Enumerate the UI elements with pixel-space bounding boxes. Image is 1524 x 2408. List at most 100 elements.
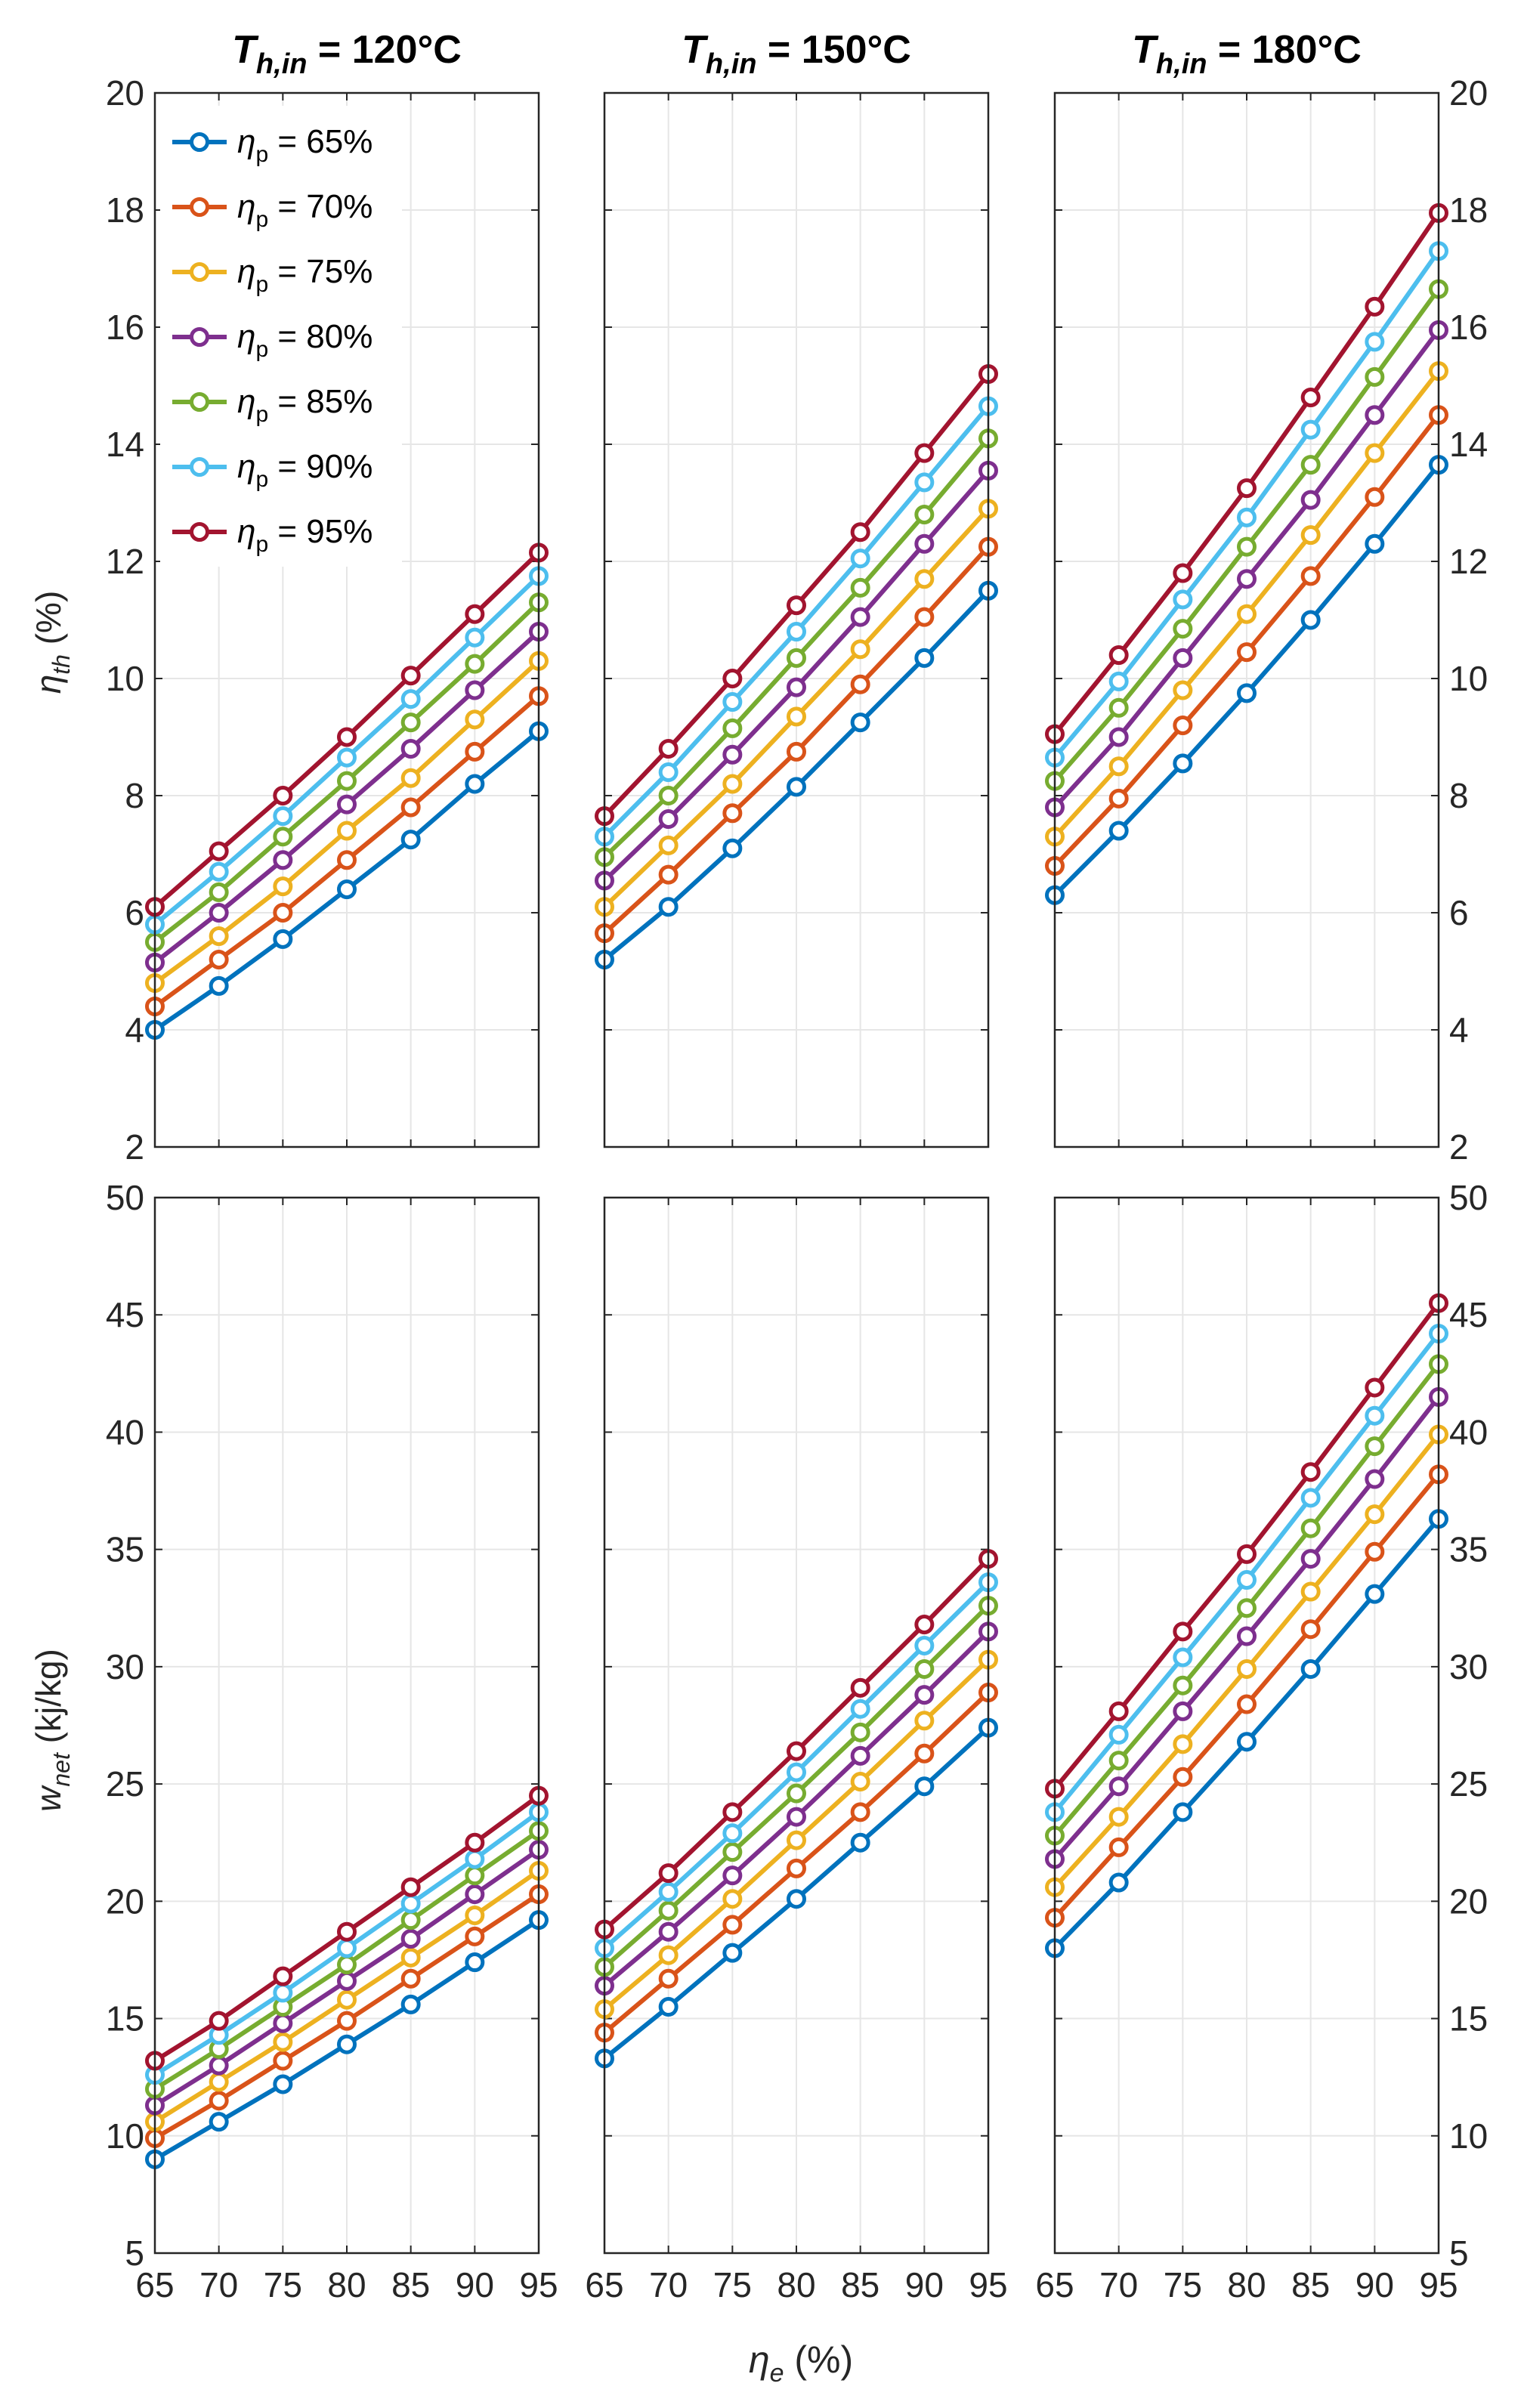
data-point	[722, 1823, 743, 1844]
series-7	[145, 542, 549, 917]
data-point	[787, 741, 806, 762]
data-point	[914, 1685, 935, 1705]
legend-label: ηp = 95%	[237, 513, 372, 557]
data-point	[850, 577, 870, 598]
data-point	[209, 2091, 229, 2111]
y-tick-label: 12	[106, 542, 144, 581]
legend-marker	[190, 197, 209, 217]
data-point	[658, 1900, 679, 1921]
data-point	[722, 744, 743, 765]
series-1	[1045, 455, 1448, 905]
data-point	[1173, 619, 1193, 639]
y-tick-label: 50	[1449, 1178, 1488, 1217]
data-point	[1365, 1436, 1385, 1457]
data-point	[337, 850, 357, 870]
data-point	[1365, 1541, 1385, 1562]
legend-marker	[190, 392, 209, 412]
data-point	[273, 850, 293, 870]
y-tick-label: 2	[1449, 1127, 1469, 1167]
data-point	[1237, 1570, 1257, 1590]
data-point	[722, 1915, 743, 1935]
data-point	[1365, 366, 1385, 387]
data-point	[1237, 1694, 1257, 1714]
data-point	[850, 713, 870, 733]
y-tick-label: 10	[1449, 2116, 1488, 2156]
y-tick-label: 5	[125, 2233, 144, 2273]
y-tick-label: 2	[125, 1127, 144, 1167]
x-tick-label: 75	[713, 2265, 752, 2304]
data-point	[658, 864, 679, 885]
panel-title: Th,in = 150°C	[682, 28, 911, 80]
data-point	[337, 879, 357, 899]
axes-box	[1053, 1196, 1440, 2255]
data-point	[722, 1802, 743, 1822]
data-point	[1173, 1701, 1193, 1721]
series-7	[1045, 1293, 1448, 1799]
y-tick-label: 20	[106, 1881, 144, 1921]
data-point	[400, 768, 421, 788]
data-point	[273, 2013, 293, 2033]
data-point	[658, 1945, 679, 1965]
data-point	[337, 1921, 357, 1942]
axes-box	[603, 91, 990, 1148]
data-point	[337, 2011, 357, 2031]
data-point	[1300, 1581, 1321, 1602]
data-point	[658, 1997, 679, 2017]
data-point	[658, 1863, 679, 1884]
data-point	[1237, 1658, 1257, 1679]
y-axis-label-eta-th: ηth (%)	[29, 591, 75, 694]
legend-marker	[190, 262, 209, 282]
data-point	[273, 2074, 293, 2094]
data-point	[850, 522, 870, 542]
y-tick-label: 45	[106, 1295, 144, 1334]
series-1	[145, 721, 549, 1040]
y-tick-label: 6	[125, 893, 144, 932]
data-point	[1365, 1469, 1385, 1489]
data-point	[1365, 443, 1385, 463]
data-point	[400, 1994, 421, 2014]
data-point	[1300, 1518, 1321, 1538]
data-point	[400, 797, 421, 818]
panel-top-right: 2 4 6 8 10 12 14 16 18 20 Th,in = 180°C	[1045, 28, 1488, 1167]
y-tick-label: 20	[106, 73, 144, 113]
data-point	[1237, 642, 1257, 663]
data-point	[658, 1921, 679, 1942]
series-5	[595, 428, 998, 867]
legend-marker	[190, 327, 209, 347]
data-point	[1300, 419, 1321, 440]
y-tick-label: 25	[106, 1764, 144, 1804]
series-7	[595, 1549, 998, 1940]
data-point	[1365, 1405, 1385, 1426]
series-4	[145, 1840, 549, 2116]
panel-title: Th,in = 180°C	[1132, 28, 1362, 80]
legend-label: ηp = 65%	[237, 123, 372, 167]
data-point	[273, 1966, 293, 1986]
x-axis-label-eta-e: ηe (%)	[749, 2338, 853, 2388]
data-point	[787, 595, 806, 616]
data-point	[658, 897, 679, 917]
data-point	[1173, 753, 1193, 774]
y-tick-label: 30	[1449, 1647, 1488, 1686]
y-tick-label: 6	[1449, 893, 1469, 932]
data-point	[1237, 507, 1257, 527]
data-point	[400, 1947, 421, 1968]
series-2	[595, 1683, 998, 2043]
x-tick-label: 95	[969, 2265, 1007, 2304]
data-point	[1108, 1837, 1129, 1857]
x-tick-labels: 65 70 75 80 85 90 95	[585, 2265, 1007, 2304]
data-point	[1237, 536, 1257, 557]
data-point	[1300, 1462, 1321, 1482]
y-tick-label: 14	[106, 425, 144, 464]
legend-label: ηp = 85%	[237, 383, 372, 427]
x-tick-label: 90	[1356, 2265, 1394, 2304]
data-point	[850, 674, 870, 694]
data-point	[1173, 1675, 1193, 1695]
y-tick-label: 40	[106, 1412, 144, 1451]
x-tick-label: 80	[1227, 2265, 1266, 2304]
data-point	[722, 774, 743, 794]
data-point	[400, 1893, 421, 1914]
data-point	[914, 1658, 935, 1679]
data-point	[1237, 1626, 1257, 1646]
data-point	[1237, 683, 1257, 703]
legend-label: ηp = 90%	[237, 448, 372, 492]
